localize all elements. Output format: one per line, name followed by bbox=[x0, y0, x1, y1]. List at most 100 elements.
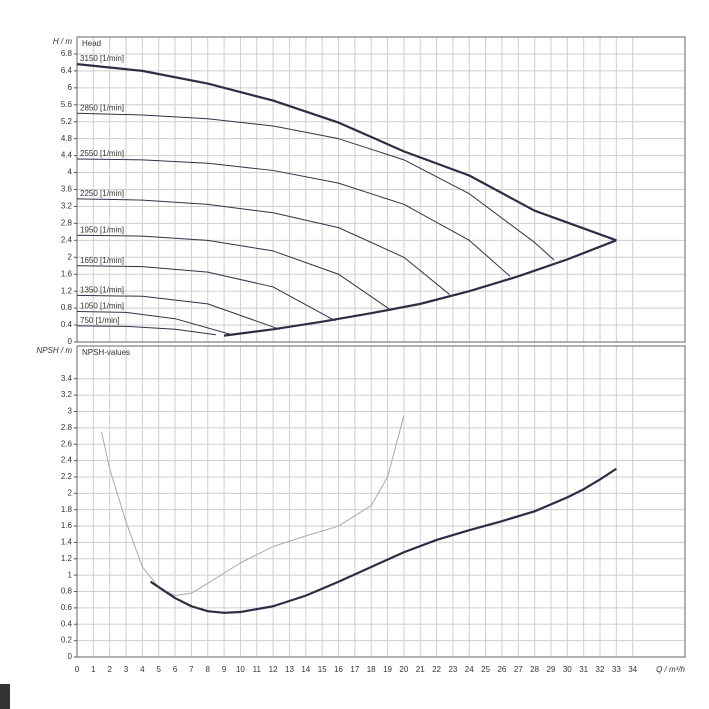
curve-label: 3150 [1/min] bbox=[80, 54, 124, 63]
y-tick-label: 0.2 bbox=[61, 636, 73, 645]
x-tick-label: 26 bbox=[497, 665, 506, 674]
curve bbox=[76, 158, 511, 277]
x-tick-label: 17 bbox=[350, 665, 359, 674]
y-tick-label: 2.6 bbox=[61, 439, 73, 448]
y-tick-label: 1.4 bbox=[61, 538, 73, 547]
x-tick-label: 24 bbox=[465, 665, 474, 674]
y-tick-label: 4.8 bbox=[61, 134, 73, 143]
curve-label: 2850 [1/min] bbox=[80, 103, 124, 112]
x-tick-label: 30 bbox=[563, 665, 572, 674]
y-tick-label: 4.4 bbox=[61, 151, 73, 160]
y-tick-label: 3.6 bbox=[61, 185, 73, 194]
curve bbox=[76, 63, 617, 242]
x-tick-label: 21 bbox=[416, 665, 425, 674]
x-tick-label: 13 bbox=[285, 665, 294, 674]
y-tick-label: 1.2 bbox=[61, 554, 73, 563]
curve-label: 1050 [1/min] bbox=[80, 302, 124, 311]
x-tick-label: 28 bbox=[530, 665, 539, 674]
curve bbox=[76, 112, 555, 261]
y-tick-label: 2.2 bbox=[61, 472, 73, 481]
x-tick-label: 14 bbox=[301, 665, 310, 674]
curve-label: 2550 [1/min] bbox=[80, 149, 124, 158]
x-tick-label: 32 bbox=[596, 665, 605, 674]
x-tick-label: 29 bbox=[547, 665, 556, 674]
curve-label: 750 [1/min] bbox=[80, 316, 120, 325]
plot-title: Head bbox=[82, 39, 101, 48]
curve-label: 1650 [1/min] bbox=[80, 256, 124, 265]
x-tick-label: 6 bbox=[173, 665, 178, 674]
curve bbox=[101, 415, 405, 597]
x-tick-label: 19 bbox=[383, 665, 392, 674]
x-tick-label: 33 bbox=[612, 665, 621, 674]
y-tick-label: 0.4 bbox=[61, 619, 73, 628]
y-tick-label: 0.6 bbox=[61, 603, 73, 612]
y-tick-label: 1.6 bbox=[61, 521, 73, 530]
x-tick-label: 5 bbox=[156, 665, 161, 674]
y-tick-label: 2.4 bbox=[61, 235, 73, 244]
x-tick-label: 22 bbox=[432, 665, 441, 674]
y-axis-label: NPSH / m bbox=[36, 346, 72, 355]
x-tick-label: 10 bbox=[236, 665, 245, 674]
y-tick-label: 3 bbox=[68, 407, 73, 416]
y-tick-label: 2 bbox=[68, 488, 73, 497]
y-tick-label: 1.8 bbox=[61, 505, 73, 514]
curve bbox=[223, 239, 617, 337]
y-tick-label: 0 bbox=[68, 652, 73, 661]
x-tick-label: 7 bbox=[189, 665, 194, 674]
y-tick-label: 6.4 bbox=[61, 66, 73, 75]
y-tick-label: 0 bbox=[68, 337, 73, 346]
x-tick-label: 15 bbox=[318, 665, 327, 674]
plot-frame bbox=[76, 36, 686, 343]
y-axis-label: H / m bbox=[53, 37, 72, 46]
y-tick-label: 6.8 bbox=[61, 49, 73, 58]
y-tick-label: 5.6 bbox=[61, 100, 73, 109]
y-tick-label: 3.2 bbox=[61, 390, 73, 399]
x-axis-label: Q / m³/h bbox=[656, 665, 685, 674]
y-tick-label: 2.8 bbox=[61, 423, 73, 432]
curve-label: 2250 [1/min] bbox=[80, 189, 124, 198]
x-tick-label: 9 bbox=[222, 665, 227, 674]
y-tick-label: 3.4 bbox=[61, 374, 73, 383]
curve-label: 1350 [1/min] bbox=[80, 286, 124, 295]
x-tick-label: 1 bbox=[91, 665, 96, 674]
x-tick-label: 8 bbox=[206, 665, 211, 674]
x-tick-label: 12 bbox=[269, 665, 278, 674]
curve bbox=[76, 265, 336, 322]
curve bbox=[76, 325, 216, 336]
x-tick-label: 34 bbox=[628, 665, 637, 674]
y-tick-label: 5.2 bbox=[61, 117, 73, 126]
x-tick-label: 16 bbox=[334, 665, 343, 674]
y-tick-label: 6 bbox=[68, 83, 73, 92]
plot-frame bbox=[76, 345, 686, 658]
y-tick-label: 2 bbox=[68, 252, 73, 261]
y-tick-label: 3.2 bbox=[61, 202, 73, 211]
y-tick-label: 0.8 bbox=[61, 587, 73, 596]
x-tick-label: 0 bbox=[75, 665, 80, 674]
x-tick-label: 27 bbox=[514, 665, 523, 674]
y-tick-label: 1.6 bbox=[61, 269, 73, 278]
corner-block bbox=[0, 684, 10, 709]
curve bbox=[76, 311, 231, 335]
curve-label: 1950 [1/min] bbox=[80, 225, 124, 234]
curve bbox=[149, 467, 617, 614]
x-tick-label: 18 bbox=[367, 665, 376, 674]
y-tick-label: 2.8 bbox=[61, 218, 73, 227]
y-tick-label: 0.8 bbox=[61, 303, 73, 312]
x-tick-label: 31 bbox=[579, 665, 588, 674]
y-tick-label: 4 bbox=[68, 168, 73, 177]
curve bbox=[76, 234, 390, 310]
curve bbox=[76, 294, 280, 330]
curve bbox=[76, 198, 450, 295]
plot-title: NPSH-values bbox=[82, 348, 130, 357]
x-tick-label: 11 bbox=[253, 665, 262, 674]
x-tick-label: 4 bbox=[140, 665, 145, 674]
y-tick-label: 0.4 bbox=[61, 320, 73, 329]
y-tick-label: 1 bbox=[68, 570, 73, 579]
x-tick-label: 23 bbox=[448, 665, 457, 674]
y-tick-label: 2.4 bbox=[61, 456, 73, 465]
y-tick-label: 1.2 bbox=[61, 286, 73, 295]
x-tick-label: 2 bbox=[107, 665, 112, 674]
x-tick-label: 3 bbox=[124, 665, 129, 674]
x-tick-label: 25 bbox=[481, 665, 490, 674]
